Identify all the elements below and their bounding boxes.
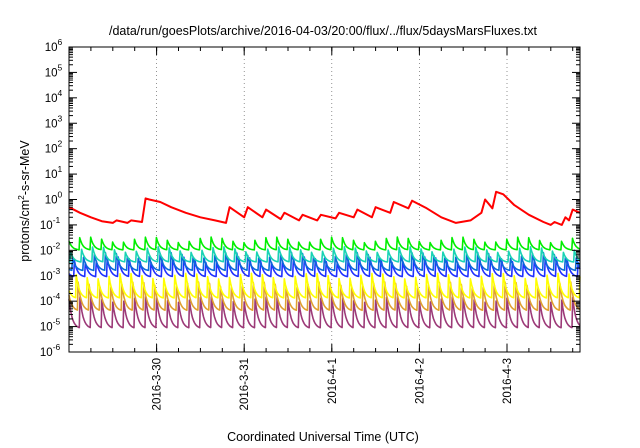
y-tick-label: 102 bbox=[45, 139, 63, 156]
flux-series-line bbox=[68, 281, 581, 312]
x-tick-label: 2016-3-31 bbox=[239, 358, 251, 410]
flux-series-line bbox=[68, 295, 581, 329]
y-axis: 10-6 10-5 10-4 10-3 10-2 10-1 100 101 102 103 104 1… bbox=[40, 37, 580, 359]
x-tick-label: 2016-4-1 bbox=[327, 358, 339, 404]
x-tick-label: 2016-3-30 bbox=[152, 358, 164, 410]
x-tick-label: 2016-4-2 bbox=[414, 358, 426, 404]
x-axis-label: Coordinated Universal Time (UTC) bbox=[227, 430, 419, 444]
y-tick-label: 106 bbox=[45, 37, 63, 54]
flux-series-line bbox=[68, 272, 581, 299]
flux-series-line bbox=[68, 256, 581, 278]
y-tick-label: 103 bbox=[45, 113, 63, 130]
y-axis-label: protons/cm2-s-sr-MeV bbox=[16, 140, 32, 262]
flux-series-line bbox=[68, 246, 581, 263]
y-tick-label: 10-5 bbox=[40, 317, 61, 334]
y-tick-label: 100 bbox=[45, 190, 63, 207]
y-tick-label: 10-1 bbox=[40, 215, 61, 232]
flux-series-line-red bbox=[68, 190, 581, 226]
y-tick-label: 104 bbox=[45, 88, 63, 105]
y-tick-label: 105 bbox=[45, 62, 63, 79]
x-axis: 2016-3-30 2016-3-31 2016-4-1 2016-4-2 2016-4… bbox=[68, 47, 574, 410]
chart-title: /data/run/goesPlots/archive/2016-04-03/2… bbox=[109, 24, 538, 38]
grid bbox=[156, 47, 508, 352]
y-tick-label: 10-6 bbox=[40, 342, 61, 359]
series-lines bbox=[68, 190, 581, 329]
x-tick-label: 2016-4-3 bbox=[502, 358, 514, 404]
y-tick-label: 10-4 bbox=[40, 291, 61, 308]
y-tick-label: 10-2 bbox=[40, 240, 61, 257]
y-tick-label: 10-3 bbox=[40, 266, 61, 283]
flux-series-line bbox=[68, 251, 581, 272]
flux-series-line bbox=[68, 236, 581, 251]
y-tick-label: 101 bbox=[45, 164, 63, 181]
